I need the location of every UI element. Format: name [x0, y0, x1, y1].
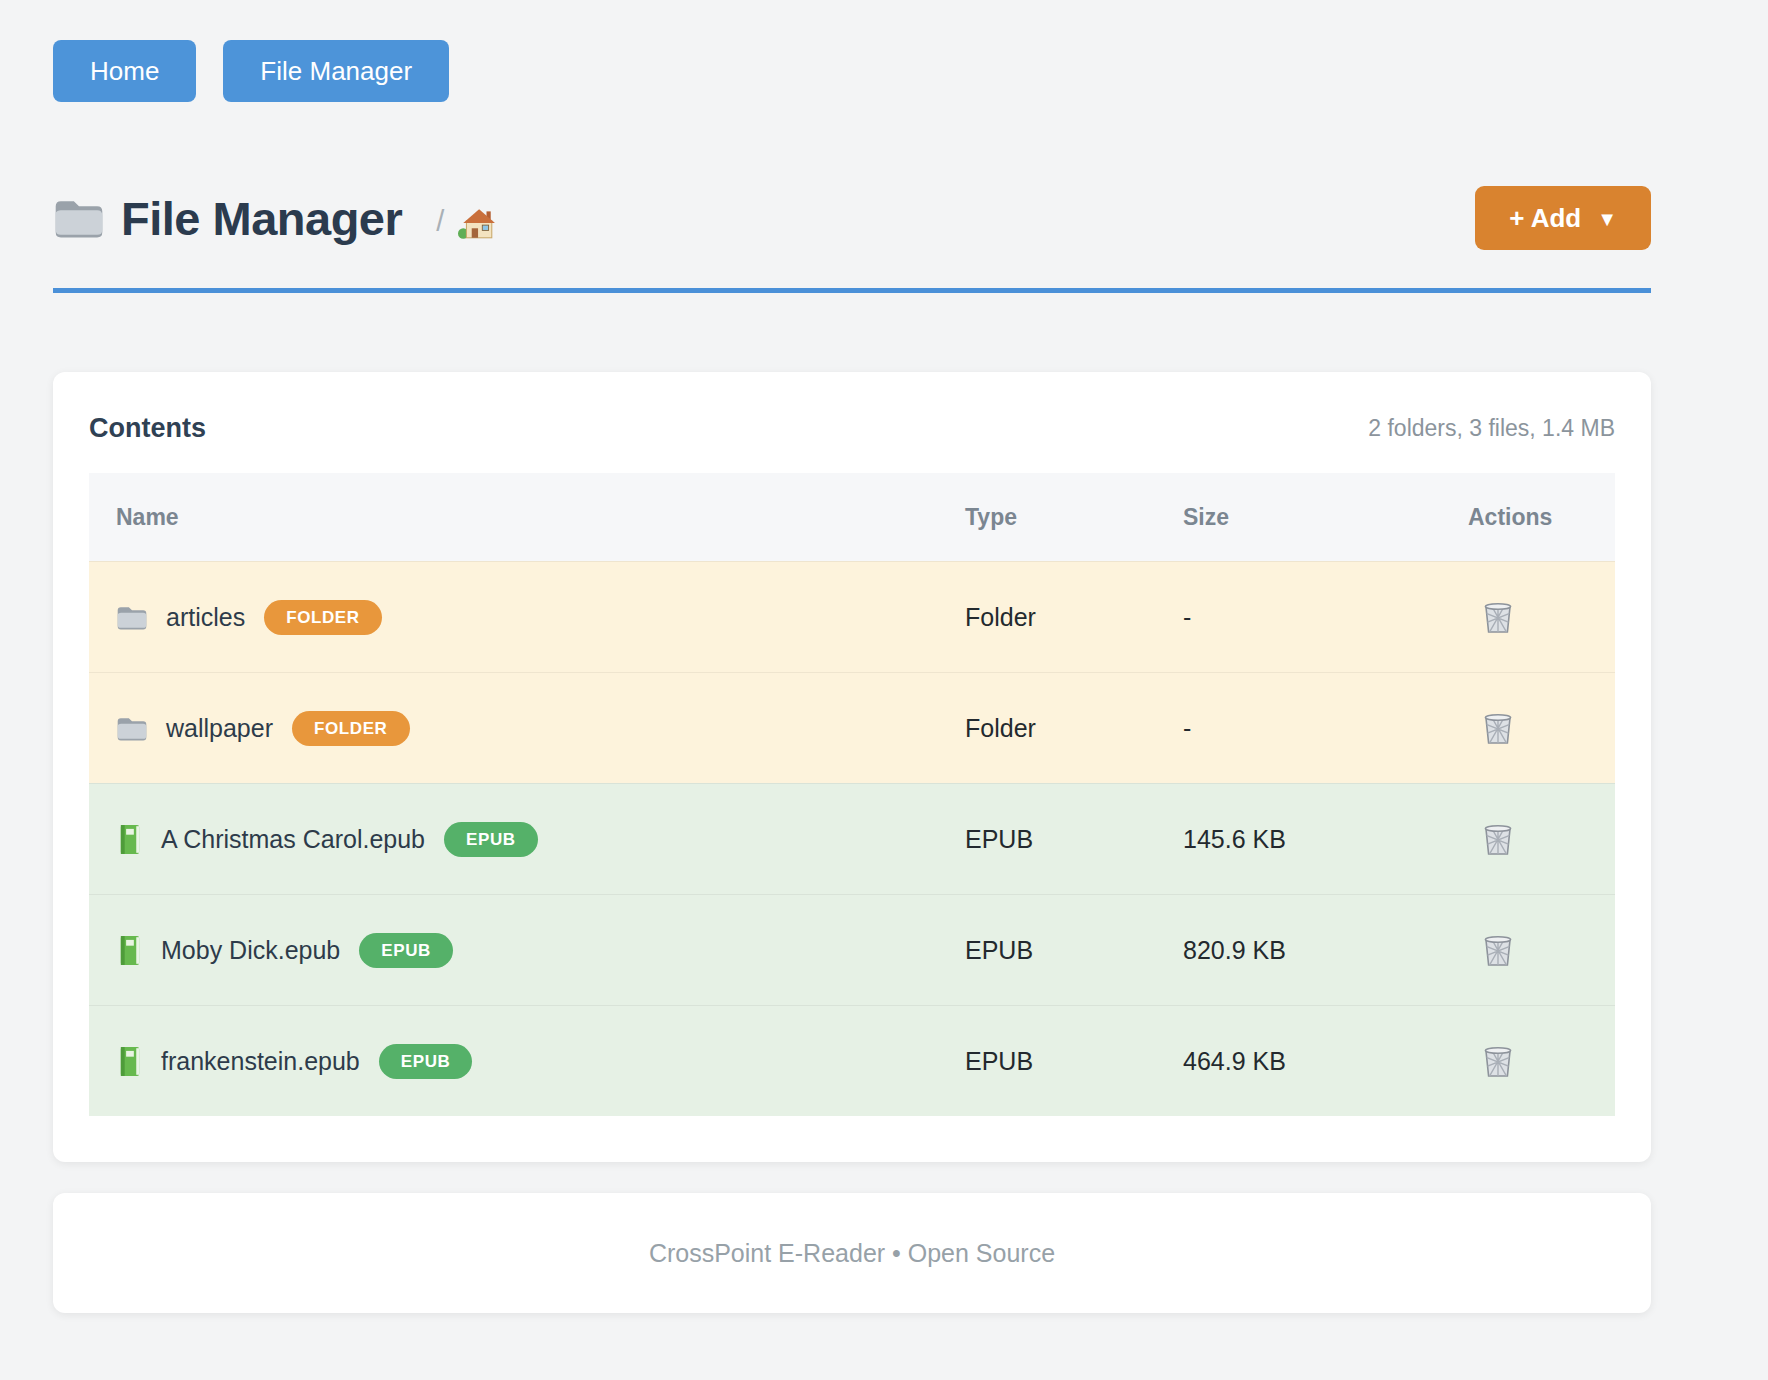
size-cell: 145.6 KB	[1183, 825, 1468, 854]
size-cell: -	[1183, 603, 1468, 632]
folder-icon	[116, 715, 148, 742]
column-header-name: Name	[89, 504, 965, 531]
header-divider	[53, 288, 1651, 293]
contents-heading: Contents	[89, 413, 206, 444]
epub-badge: EPUB	[359, 933, 453, 968]
item-name-link[interactable]: frankenstein.epub	[161, 1047, 360, 1076]
item-name-link[interactable]: articles	[166, 603, 245, 632]
page-container: Home File Manager File Manager /	[53, 0, 1651, 1313]
delete-button[interactable]	[1482, 822, 1514, 856]
item-name-link[interactable]: wallpaper	[166, 714, 273, 743]
folder-icon	[53, 196, 105, 240]
contents-summary: 2 folders, 3 files, 1.4 MB	[1368, 415, 1615, 442]
table-row: A Christmas Carol.epub EPUB EPUB 145.6 K…	[89, 783, 1615, 894]
footer-text: CrossPoint E-Reader • Open Source	[649, 1239, 1055, 1268]
page-title: File Manager	[121, 191, 402, 246]
page-header: File Manager / + Add ▼	[53, 172, 1651, 264]
book-icon	[116, 824, 143, 855]
title-group: File Manager /	[53, 191, 496, 246]
table-row: frankenstein.epub EPUB EPUB 464.9 KB	[89, 1005, 1615, 1116]
breadcrumb-separator: /	[436, 205, 444, 238]
column-header-actions: Actions	[1468, 504, 1615, 531]
trash-icon	[1482, 933, 1514, 967]
book-icon	[116, 935, 143, 966]
add-button[interactable]: + Add ▼	[1475, 186, 1651, 250]
delete-button[interactable]	[1482, 711, 1514, 745]
type-cell: EPUB	[965, 825, 1183, 854]
trash-icon	[1482, 822, 1514, 856]
delete-button[interactable]	[1482, 600, 1514, 634]
table-row: wallpaper FOLDER Folder -	[89, 672, 1615, 783]
delete-button[interactable]	[1482, 933, 1514, 967]
table-row: articles FOLDER Folder -	[89, 561, 1615, 672]
epub-badge: EPUB	[444, 822, 538, 857]
book-icon	[116, 1046, 143, 1077]
size-cell: -	[1183, 714, 1468, 743]
table-row: Moby Dick.epub EPUB EPUB 820.9 KB	[89, 894, 1615, 1005]
contents-card-header: Contents 2 folders, 3 files, 1.4 MB	[89, 408, 1615, 448]
page-footer: CrossPoint E-Reader • Open Source	[53, 1193, 1651, 1313]
trash-icon	[1482, 1044, 1514, 1078]
size-cell: 464.9 KB	[1183, 1047, 1468, 1076]
house-icon[interactable]	[458, 205, 496, 241]
folder-badge: FOLDER	[264, 600, 381, 635]
item-name-link[interactable]: Moby Dick.epub	[161, 936, 340, 965]
home-button[interactable]: Home	[53, 40, 196, 102]
file-manager-button[interactable]: File Manager	[223, 40, 449, 102]
file-table: Name Type Size Actions articles FOLDER	[89, 473, 1615, 1116]
folder-badge: FOLDER	[292, 711, 409, 746]
contents-card: Contents 2 folders, 3 files, 1.4 MB Name…	[53, 372, 1651, 1162]
size-cell: 820.9 KB	[1183, 936, 1468, 965]
trash-icon	[1482, 600, 1514, 634]
type-cell: Folder	[965, 714, 1183, 743]
type-cell: EPUB	[965, 1047, 1183, 1076]
column-header-size: Size	[1183, 504, 1468, 531]
epub-badge: EPUB	[379, 1044, 473, 1079]
top-nav: Home File Manager	[53, 40, 1651, 102]
caret-down-icon: ▼	[1597, 208, 1617, 231]
item-name-link[interactable]: A Christmas Carol.epub	[161, 825, 425, 854]
trash-icon	[1482, 711, 1514, 745]
table-header-row: Name Type Size Actions	[89, 473, 1615, 561]
folder-icon	[116, 604, 148, 631]
type-cell: Folder	[965, 603, 1183, 632]
type-cell: EPUB	[965, 936, 1183, 965]
column-header-type: Type	[965, 504, 1183, 531]
delete-button[interactable]	[1482, 1044, 1514, 1078]
add-button-label: + Add	[1509, 203, 1581, 234]
